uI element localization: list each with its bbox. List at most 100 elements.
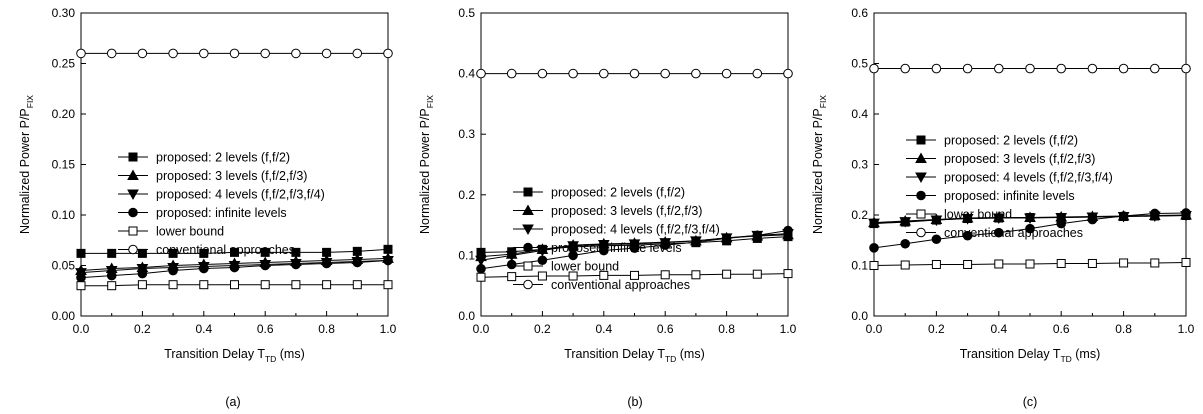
legend: proposed: 2 levels (f,f/2) proposed: 3 le… bbox=[906, 134, 1113, 240]
data-point bbox=[783, 269, 793, 279]
data-point bbox=[1055, 213, 1068, 224]
x-tick-label: 0.2 bbox=[534, 322, 551, 336]
data-point bbox=[505, 250, 518, 262]
data-point bbox=[1024, 213, 1036, 225]
data-point bbox=[691, 270, 701, 280]
data-point bbox=[868, 218, 880, 230]
series-4 bbox=[869, 257, 1191, 270]
data-point bbox=[899, 217, 912, 228]
data-point bbox=[137, 280, 147, 290]
data-point bbox=[752, 68, 763, 79]
y-tick-label: 0.25 bbox=[52, 57, 76, 71]
y-tick-label: 0.20 bbox=[52, 107, 76, 121]
series-4 bbox=[476, 269, 793, 282]
data-point bbox=[1025, 223, 1035, 234]
data-point bbox=[230, 280, 239, 290]
y-tick-label: 0.6 bbox=[851, 6, 868, 20]
data-point bbox=[869, 63, 879, 74]
legend-marker bbox=[127, 189, 139, 201]
x-tick-label: 1.0 bbox=[780, 322, 797, 336]
data-point bbox=[1087, 63, 1098, 74]
data-point bbox=[783, 225, 793, 236]
legend-item: proposed: infinite levels bbox=[513, 241, 682, 255]
data-point bbox=[537, 255, 548, 266]
legend-label: proposed: 3 levels (f,f/2,f/3) bbox=[944, 152, 1095, 166]
data-point bbox=[1118, 63, 1129, 74]
data-point bbox=[537, 68, 548, 79]
data-point bbox=[291, 259, 301, 270]
legend-marker bbox=[128, 244, 138, 255]
data-point bbox=[321, 48, 332, 59]
data-point bbox=[629, 243, 640, 253]
data-point bbox=[1181, 208, 1191, 218]
data-point bbox=[900, 238, 911, 249]
legend-label: proposed: 4 levels (f,f/2,f/3,f/4) bbox=[944, 171, 1113, 185]
data-point bbox=[752, 269, 762, 279]
data-point bbox=[507, 272, 517, 282]
x-tick-label: 0.2 bbox=[928, 322, 945, 336]
data-point bbox=[1150, 258, 1160, 268]
legend-marker bbox=[916, 227, 926, 238]
legend-item: proposed: 4 levels (f,f/2,f/3,f/4) bbox=[513, 223, 720, 237]
x-tick-label: 0.0 bbox=[73, 322, 90, 336]
figure-caption: (c) bbox=[1023, 395, 1038, 409]
legend-item: lower bound bbox=[118, 225, 224, 239]
legend-label: proposed: 2 levels (f,f/2) bbox=[551, 186, 685, 200]
data-point bbox=[506, 259, 517, 270]
data-point bbox=[383, 280, 393, 290]
data-point bbox=[199, 280, 209, 290]
data-point bbox=[597, 239, 610, 251]
data-point bbox=[291, 48, 301, 59]
legend-marker bbox=[916, 190, 926, 201]
data-point bbox=[1025, 259, 1035, 269]
x-tick-label: 0.8 bbox=[1115, 322, 1132, 336]
data-point bbox=[476, 272, 486, 282]
x-tick-label: 0.4 bbox=[595, 322, 612, 336]
y-tick-label: 0.5 bbox=[851, 57, 868, 71]
legend-label: conventional approaches bbox=[156, 243, 295, 257]
data-point bbox=[783, 68, 793, 79]
data-point bbox=[660, 240, 671, 250]
y-tick-label: 0.4 bbox=[458, 67, 475, 81]
y-tick-label: 0.10 bbox=[52, 208, 76, 222]
data-point bbox=[168, 248, 178, 258]
data-point bbox=[660, 68, 671, 79]
legend-marker bbox=[128, 226, 138, 236]
legend-item: proposed: 3 levels (f,f/2,f/3) bbox=[513, 204, 702, 218]
data-point bbox=[721, 68, 732, 79]
data-point bbox=[76, 248, 86, 258]
x-tick-label: 0.0 bbox=[473, 322, 490, 336]
data-point bbox=[599, 245, 609, 256]
series-3 bbox=[76, 255, 393, 283]
y-tick-label: 0.3 bbox=[458, 127, 475, 141]
legend-marker bbox=[523, 261, 533, 271]
x-axis-label: Transition Delay TTD (ms) bbox=[960, 347, 1101, 364]
plot-frame bbox=[480, 12, 789, 317]
data-point bbox=[1181, 63, 1191, 74]
data-point bbox=[992, 213, 1005, 225]
x-tick-label: 1.0 bbox=[1178, 322, 1195, 336]
figure-caption: (b) bbox=[627, 395, 642, 409]
series-0 bbox=[76, 244, 393, 258]
data-point bbox=[76, 281, 86, 291]
data-point bbox=[900, 260, 910, 270]
data-point bbox=[230, 247, 239, 257]
y-tick-label: 0.05 bbox=[52, 259, 76, 273]
legend-item: lower bound bbox=[906, 208, 1012, 222]
data-point bbox=[1181, 257, 1191, 267]
data-point bbox=[568, 250, 578, 261]
data-point bbox=[869, 243, 879, 253]
y-tick-label: 0.1 bbox=[851, 259, 868, 273]
data-point bbox=[107, 281, 117, 291]
data-point bbox=[1150, 208, 1160, 219]
legend-marker bbox=[916, 209, 926, 219]
y-tick-label: 0.3 bbox=[851, 158, 868, 172]
legend-item: proposed: 2 levels (f,f/2) bbox=[513, 186, 685, 200]
data-point bbox=[962, 230, 973, 241]
legend-label: proposed: infinite levels bbox=[551, 241, 682, 255]
data-point bbox=[352, 48, 363, 59]
legend-label: proposed: 4 levels (f,f/2,f/3,f/4) bbox=[551, 223, 720, 237]
data-point bbox=[1056, 218, 1066, 229]
series-5 bbox=[869, 63, 1191, 74]
data-point bbox=[321, 258, 332, 269]
